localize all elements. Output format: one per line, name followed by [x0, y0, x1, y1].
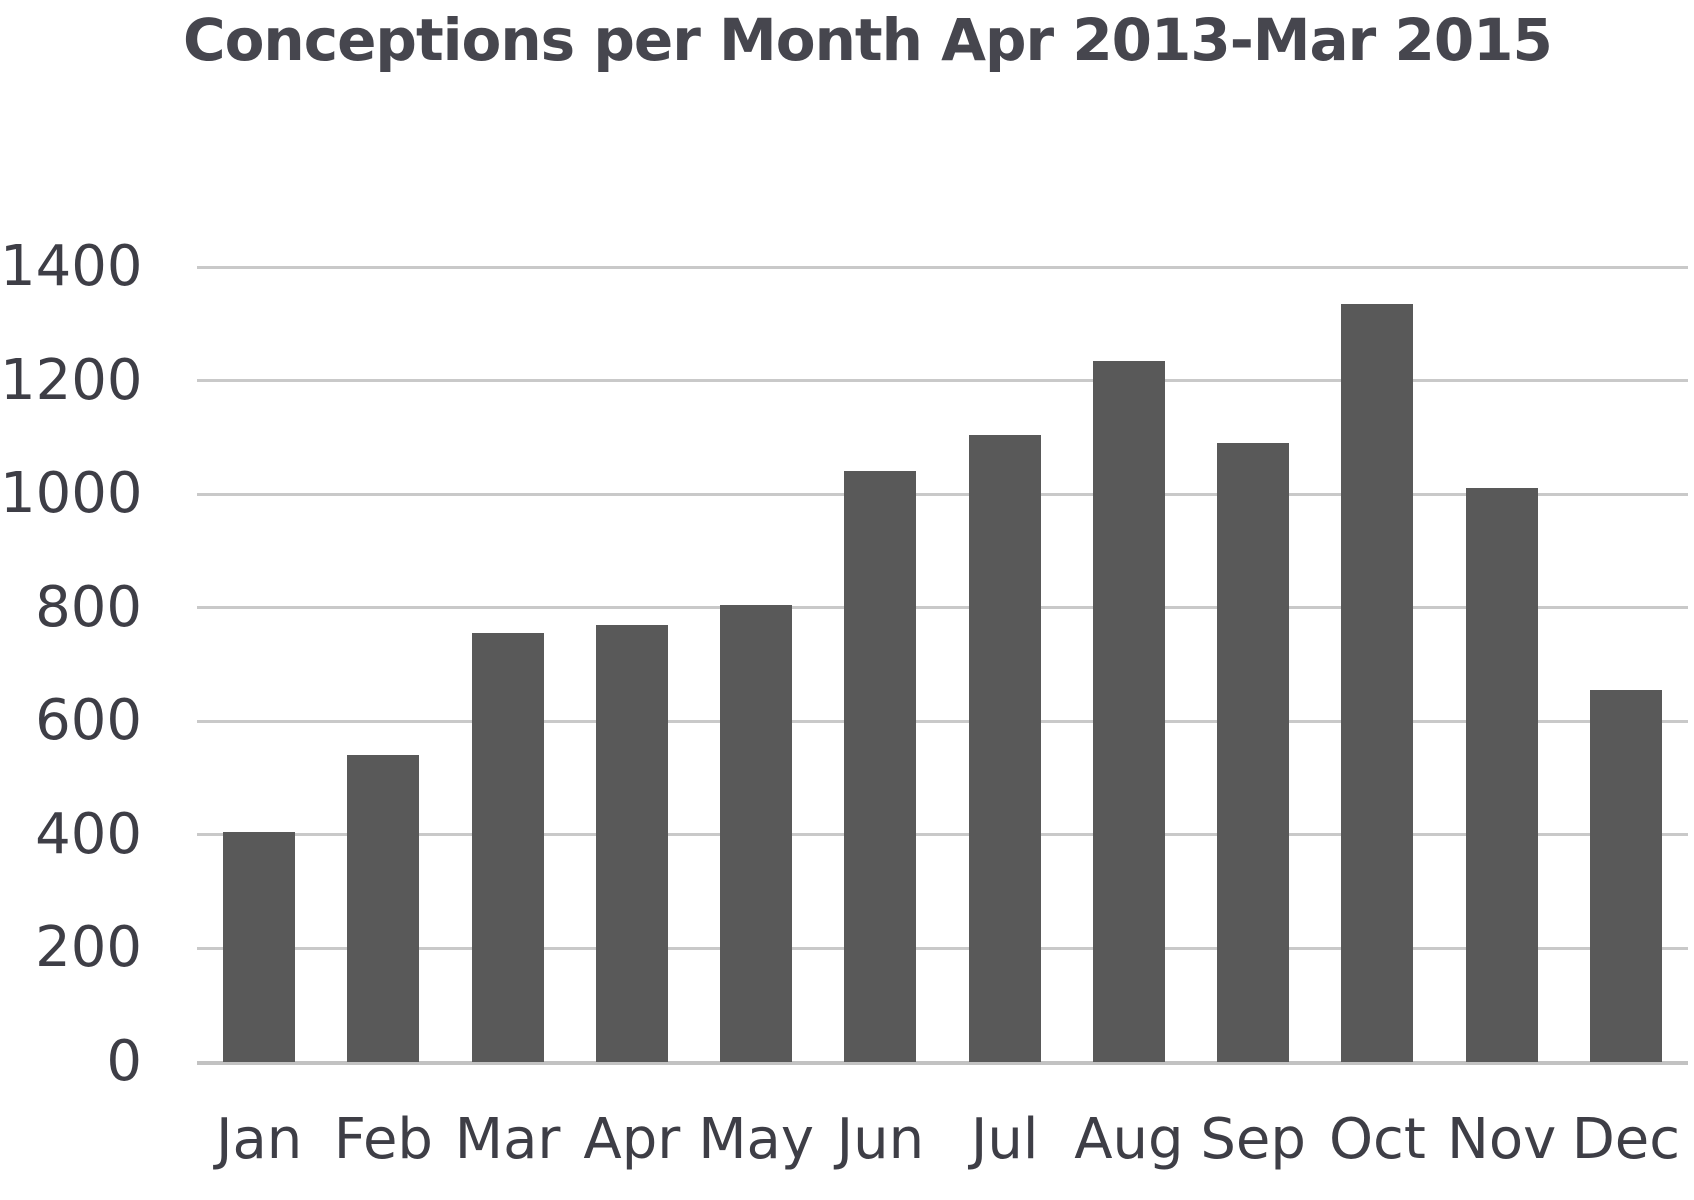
- bar-apr: [595, 624, 668, 1062]
- x-tick-label-aug: Aug: [1074, 1107, 1184, 1172]
- bar-aug: [1092, 360, 1165, 1062]
- y-tick-label-800: 800: [35, 574, 142, 640]
- gridline-800: [197, 606, 1688, 610]
- x-tick-label-jun: Jun: [836, 1107, 925, 1172]
- bar-may: [720, 604, 793, 1062]
- gridline-0: [197, 1060, 1688, 1065]
- y-tick-label-1000: 1000: [0, 461, 143, 527]
- x-tick-label-may: May: [698, 1107, 815, 1172]
- bar-oct: [1341, 303, 1414, 1062]
- x-tick-label-feb: Feb: [333, 1107, 433, 1172]
- x-tick-label-jul: Jul: [970, 1107, 1039, 1172]
- y-tick-label-600: 600: [35, 688, 142, 754]
- bar-nov: [1465, 488, 1538, 1062]
- gridline-1200: [197, 379, 1688, 383]
- x-tick-label-apr: Apr: [583, 1107, 681, 1172]
- y-tick-label-1400: 1400: [0, 234, 143, 299]
- bar-jun: [844, 471, 917, 1062]
- bar-feb: [347, 755, 420, 1062]
- y-tick-label-200: 200: [35, 915, 142, 981]
- bar-mar: [471, 633, 544, 1062]
- x-tick-label-mar: Mar: [454, 1107, 561, 1172]
- bar-dec: [1589, 690, 1662, 1062]
- gridline-1000: [197, 492, 1688, 496]
- gridline-1400: [197, 265, 1688, 269]
- gridline-200: [197, 946, 1688, 950]
- y-tick-label-0: 0: [106, 1029, 142, 1094]
- bar-jan: [223, 832, 296, 1062]
- x-tick-label-jan: Jan: [215, 1107, 303, 1172]
- y-tick-label-400: 400: [35, 801, 142, 867]
- gridline-600: [197, 719, 1688, 723]
- plot-area: [197, 265, 1688, 1065]
- x-tick-label-nov: Nov: [1446, 1107, 1557, 1172]
- y-tick-label-1200: 1200: [0, 347, 143, 413]
- bar-sep: [1217, 443, 1290, 1062]
- x-tick-label-oct: Oct: [1328, 1107, 1426, 1172]
- x-tick-label-sep: Sep: [1200, 1107, 1306, 1172]
- gridline-400: [197, 833, 1688, 837]
- bar-jul: [968, 434, 1041, 1062]
- x-tick-label-dec: Dec: [1571, 1107, 1681, 1172]
- chart-title: Conceptions per Month Apr 2013-Mar 2015: [183, 6, 1553, 74]
